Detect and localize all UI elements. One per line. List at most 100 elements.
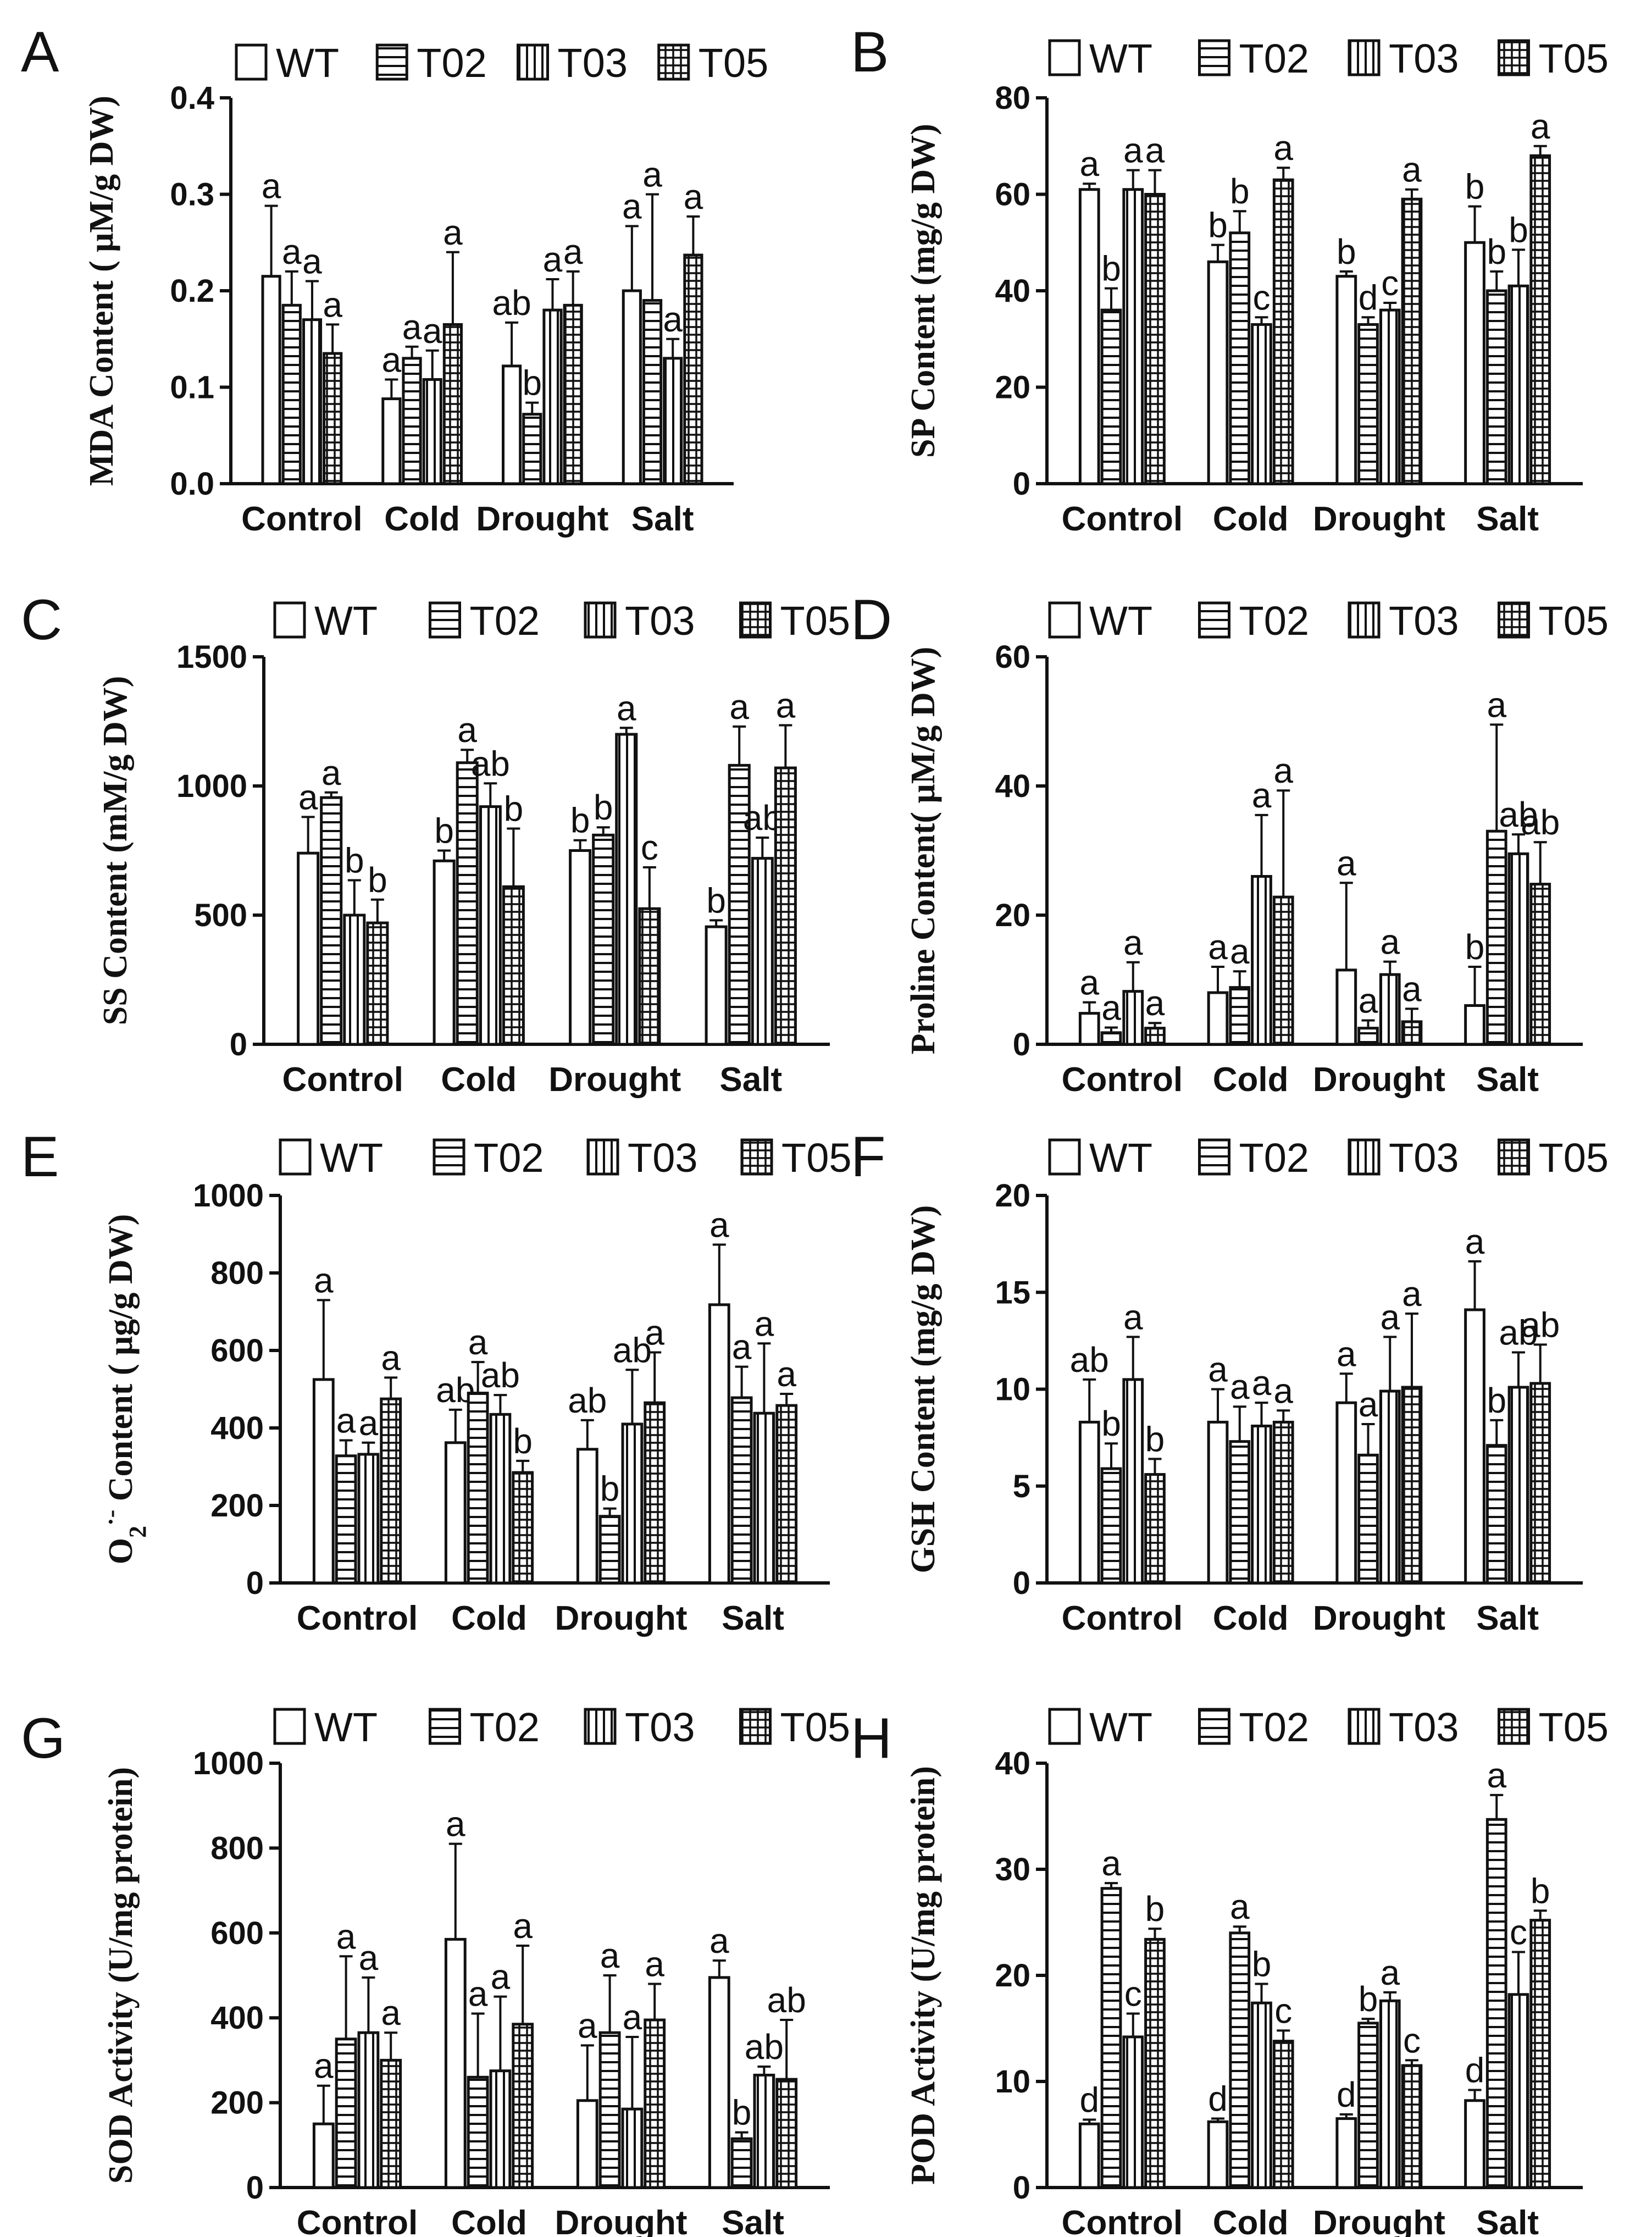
bar-t02-drought [1357,1027,1379,1046]
x-category-label: Control [282,1061,403,1099]
bar-t02-control [1100,308,1122,485]
significance-label: a [1145,131,1165,170]
bar-wt-cold [1207,1420,1229,1585]
y-tick-label: 400 [210,2000,264,2036]
significance-label: ab [1499,795,1538,834]
legend-swatch-wt [235,43,268,81]
bar-wt-drought [1335,1401,1357,1585]
significance-label: a [468,1322,488,1362]
y-tick-label: 15 [995,1275,1030,1310]
bar-t03-cold [1251,1424,1272,1585]
significance-label: a [1208,927,1228,967]
significance-label: b [1337,232,1356,272]
bar-t02-cold [467,2075,489,2189]
bar-t02-control [1100,1887,1122,2189]
significance-label: c [1510,1913,1527,1952]
legend: WT T02 T03 T05 [279,1135,852,1181]
significance-label: a [1123,1297,1143,1337]
y-tick-label: 10 [995,2064,1030,2100]
panel-letter: H [851,1707,892,1770]
legend: WT T02 T03 T05 [273,1704,850,1750]
bar-t05-drought [1401,1386,1423,1585]
significance-label: ab [1521,802,1560,842]
bar-t03-drought [542,308,563,485]
significance-label: a [1101,1843,1121,1883]
panel-d: D WT T02 T03 T05 0 20 40 60 Proline Content( μM/g… [851,588,1609,1099]
significance-label: a [709,1205,729,1245]
significance-label: a [709,1921,729,1961]
bar-t02-salt [730,2137,753,2189]
legend-swatch-t03 [584,1708,617,1745]
legend-label-t03: T03 [1389,1135,1459,1181]
bar-t02-drought [1357,2022,1379,2189]
legend-label-t05: T05 [1539,598,1609,644]
significance-label: b [732,2093,752,2133]
x-category-label: Salt [1476,1061,1539,1099]
significance-label: a [321,753,341,793]
bar-t03-salt [1507,1993,1529,2189]
y-axis-title: POD Activity (U/mg protein) [905,1766,942,2185]
significance-label: d [1359,278,1378,317]
legend-swatch-t02 [1198,39,1230,76]
significance-label: d [1465,2050,1485,2090]
bar-t03-cold [1251,875,1272,1046]
bar-t02-control [335,2037,357,2189]
bar-t05-salt [1529,1382,1551,1585]
significance-label: c [1274,1991,1292,2030]
bar-t05-control [380,1397,402,1585]
significance-label: a [336,1401,356,1441]
significance-label: ab [613,1330,652,1370]
bar-t03-control [1122,1378,1144,1585]
y-tick-label: 30 [995,1852,1030,1887]
bar-t03-cold [422,378,442,485]
y-tick-label: 0.4 [170,80,214,116]
bar-t02-salt [1485,1444,1507,1585]
significance-label: a [1380,1297,1400,1337]
x-category-label: Cold [1213,1061,1289,1099]
legend-label-t03: T03 [625,598,695,644]
legend-label-t03: T03 [1389,598,1459,644]
panel-f: F WT T02 T03 T05 0 5 10 15 20 GSH Content (mg/g DW… [851,1125,1609,1637]
legend-swatch-t05 [1498,601,1530,639]
bar-t02-cold [1229,1931,1251,2189]
significance-label: b [434,811,454,851]
legend-label-wt: WT [1089,1704,1152,1750]
legend-label-wt: WT [1089,1135,1152,1181]
significance-label: a [1487,1756,1506,1795]
bar-t05-cold [512,1471,534,1585]
y-tick-label: 400 [210,1410,264,1446]
bar-t03-drought [621,1422,644,1585]
y-axis-title: SP Content (mg/g DW) [905,124,942,458]
bar-t05-cold [1272,895,1294,1046]
x-category-label: Control [1062,2204,1183,2237]
panel-letter: G [21,1707,65,1770]
legend-swatch-t02 [433,1138,465,1176]
bar-t03-drought [1379,308,1401,485]
significance-label: a [776,686,796,726]
significance-label: a [623,1997,642,2037]
y-tick-label: 60 [995,177,1030,213]
bar-wt-drought [576,1448,598,1585]
significance-label: a [600,1936,620,1975]
significance-label: c [1252,278,1270,317]
bar-wt-cold [1207,260,1229,485]
x-category-label: Drought [1313,2204,1445,2237]
bar-t03-cold [1251,323,1272,485]
legend-swatch-wt [1048,39,1081,76]
y-tick-label: 40 [995,1746,1030,1781]
legend-label-t02: T02 [1239,36,1310,81]
x-category-label: Drought [1313,1599,1445,1637]
bar-t02-drought [598,2031,621,2189]
legend-label-t02: T02 [1239,1704,1310,1750]
bar-t03-drought [615,733,638,1046]
y-tick-label: 0 [246,2170,264,2206]
significance-label: a [1273,1371,1293,1410]
significance-label: a [314,1260,334,1300]
y-axis-title: GSH Content (mg/g DW) [905,1205,942,1574]
bar-t05-salt [774,766,797,1046]
y-tick-label: 20 [995,1178,1030,1214]
x-category-label: Drought [1313,500,1445,538]
bar-t05-salt [1529,1919,1551,2189]
significance-label: a [1273,128,1293,168]
legend-swatch-t03 [1348,1138,1381,1176]
